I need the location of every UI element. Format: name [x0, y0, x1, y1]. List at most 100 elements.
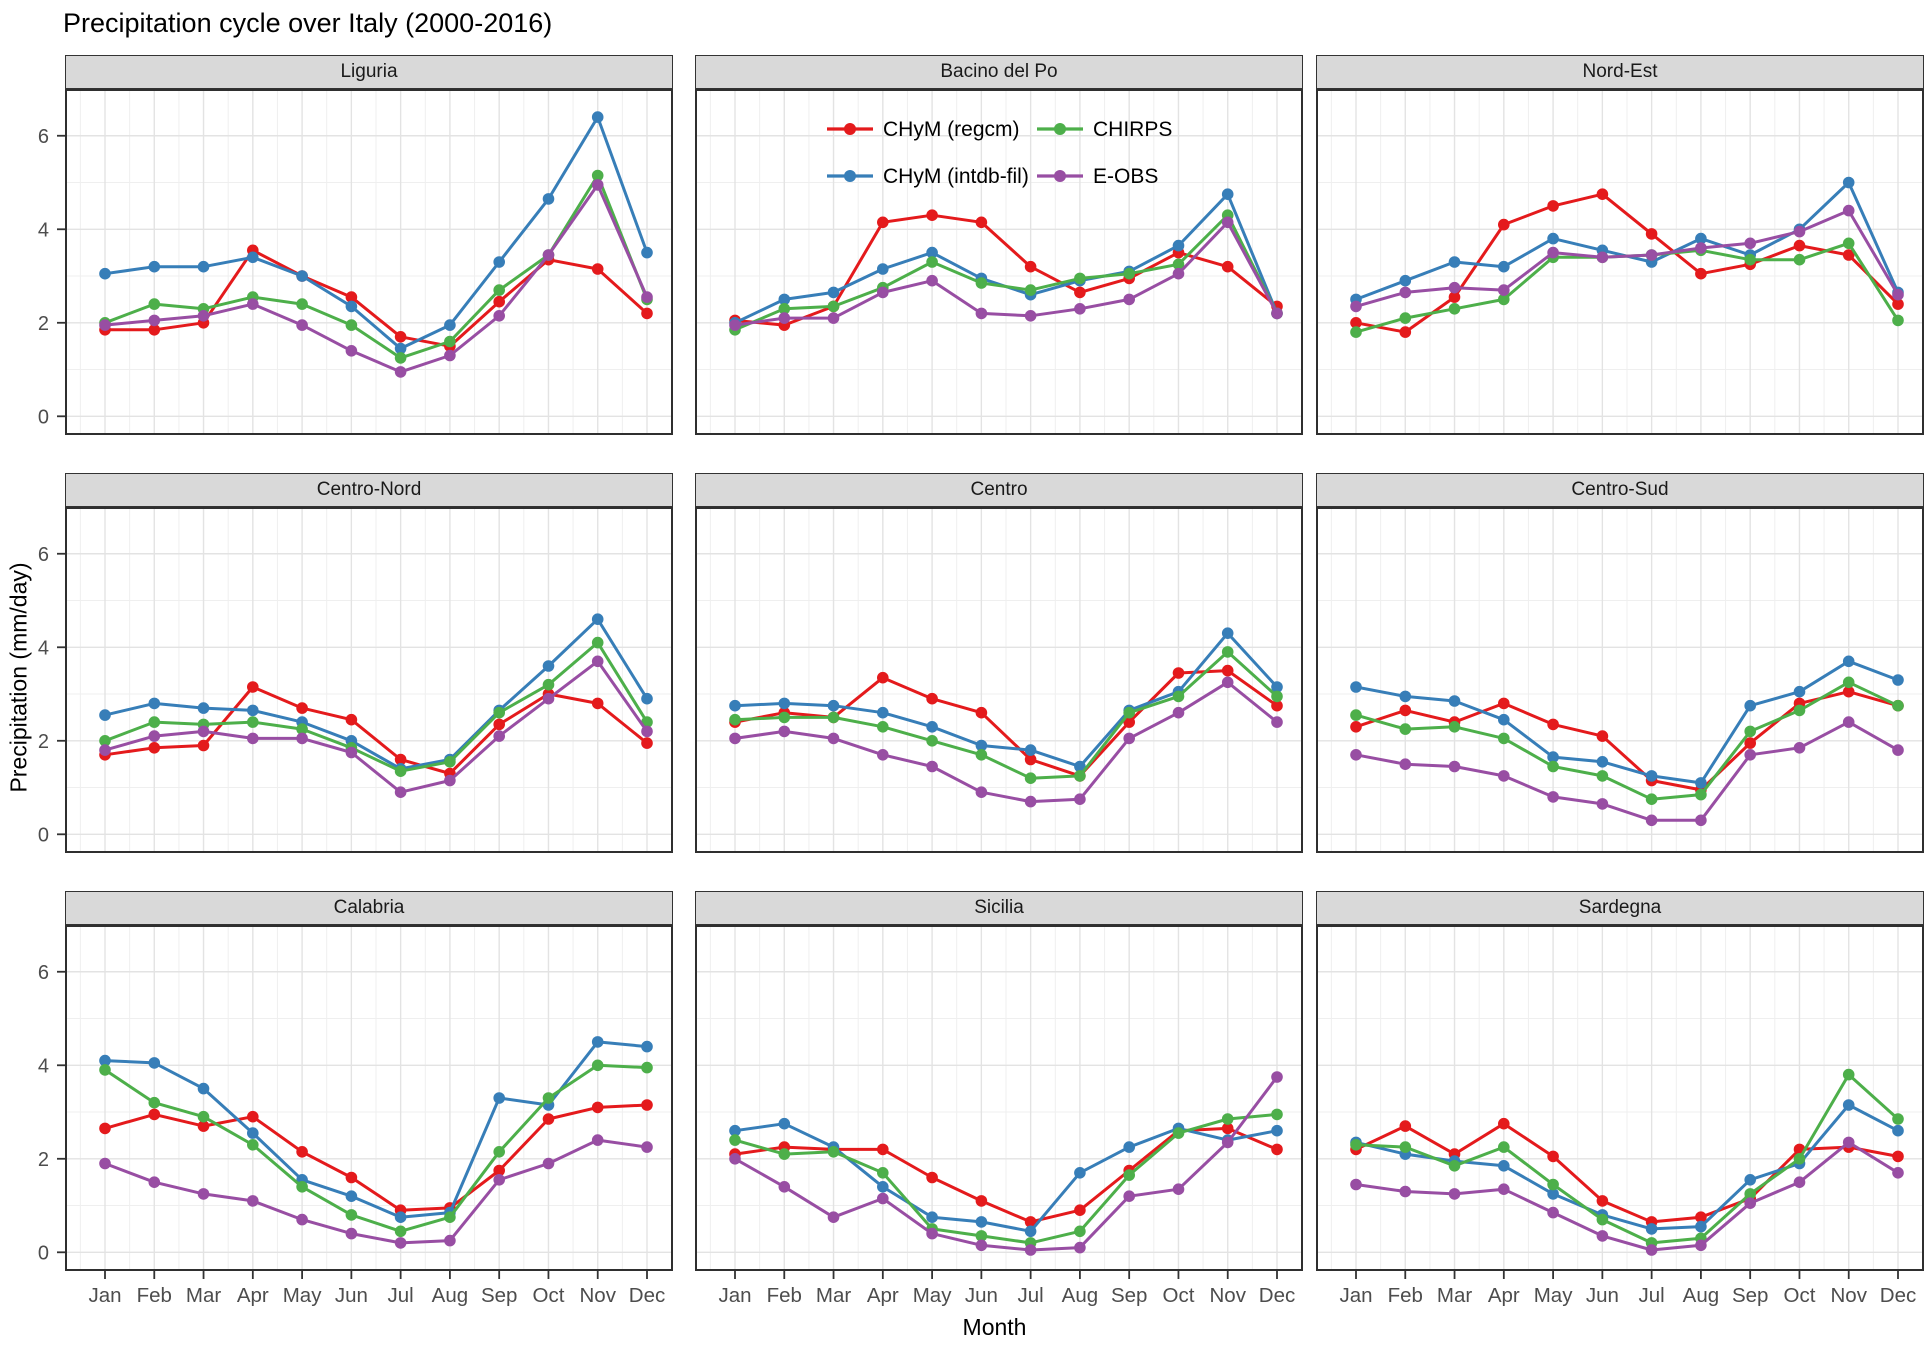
x-tick-label: May — [913, 1284, 952, 1307]
series-point — [444, 756, 456, 768]
series-point — [394, 765, 407, 777]
panel-border — [695, 507, 1303, 853]
x-tick-label: Jun — [335, 1284, 368, 1307]
series-point — [1448, 1160, 1461, 1172]
series-point — [493, 295, 506, 308]
series-point — [1498, 293, 1510, 306]
series-point — [1892, 288, 1904, 301]
series-point — [1074, 1241, 1086, 1254]
series-point — [197, 702, 210, 714]
series-point — [1596, 756, 1609, 768]
series-point — [1350, 1139, 1362, 1151]
series-point — [1074, 303, 1086, 315]
series-point — [926, 1171, 938, 1184]
series-point — [1172, 667, 1185, 679]
series-point — [778, 1181, 791, 1193]
series-point — [394, 786, 407, 798]
y-tick-label: 4 — [38, 1055, 49, 1077]
series-point — [1271, 699, 1283, 712]
series-point — [877, 263, 889, 275]
series-point — [1448, 695, 1461, 707]
series-point — [1596, 188, 1609, 200]
y-tick-label: 4 — [38, 219, 49, 241]
series-point — [345, 300, 358, 313]
series-point — [1448, 721, 1461, 733]
series-point — [99, 267, 111, 280]
series-point — [493, 1174, 506, 1186]
series-point — [591, 1134, 604, 1146]
series-point — [444, 335, 456, 348]
series-point — [1123, 1190, 1135, 1202]
facet-strip-label: Centro-Sud — [1571, 479, 1669, 500]
series-point — [148, 1108, 161, 1121]
series-point — [1695, 267, 1707, 280]
series-point — [99, 1122, 111, 1135]
series-point — [99, 1064, 111, 1076]
legend-label: E-OBS — [1093, 165, 1158, 188]
series-point — [1024, 772, 1037, 784]
legend-item: E-OBS — [1037, 165, 1158, 188]
series-point — [247, 1127, 259, 1139]
series-point — [975, 749, 988, 761]
series-point — [1123, 1169, 1135, 1181]
series-point — [591, 169, 604, 182]
series-point — [1892, 674, 1904, 686]
series-point — [975, 1230, 988, 1242]
series-point — [591, 636, 604, 649]
legend-label: CHyM (regcm) — [883, 118, 1020, 141]
series-point — [1271, 716, 1283, 728]
series-point — [1547, 232, 1559, 245]
series-point — [641, 737, 653, 749]
series-point — [1024, 795, 1037, 808]
series-point — [1695, 232, 1707, 245]
panel-plot: 0 2 4 6 Jan Feb Mar Apr May Jun Jul Aug Sep Oct Nov Dec — [38, 925, 673, 1307]
series-point — [1596, 1230, 1609, 1242]
series-point — [591, 655, 604, 668]
x-tick-label: Nov — [1209, 1284, 1246, 1307]
panel-background — [65, 925, 673, 1271]
series-point — [877, 671, 889, 684]
facet-strip-label: Bacino del Po — [940, 61, 1058, 82]
series-line — [734, 650, 1279, 780]
series-point — [197, 1082, 210, 1095]
x-tick-label: Apr — [1488, 1284, 1520, 1307]
series-point — [1498, 770, 1510, 782]
series-point — [1074, 272, 1086, 285]
panel-border — [695, 89, 1303, 435]
series-point — [394, 1225, 407, 1238]
x-tick-label: Feb — [1388, 1284, 1423, 1307]
series-point — [345, 1227, 358, 1240]
legend-item: CHyM (regcm) — [827, 118, 1020, 141]
y-axis-title: Precipitation (mm/day) — [5, 562, 32, 793]
series-point — [591, 111, 604, 123]
legend-item: CHIRPS — [1037, 118, 1172, 141]
series-point — [148, 314, 161, 327]
series-point — [877, 1192, 889, 1205]
series-point — [542, 1113, 555, 1125]
facet-strip-label: Sicilia — [974, 897, 1024, 918]
series-point — [1892, 1167, 1904, 1179]
panel-plot — [695, 507, 1303, 853]
series-point — [1350, 317, 1362, 329]
series-point — [926, 692, 938, 705]
series-point — [1645, 228, 1658, 240]
series-point — [493, 1092, 506, 1104]
series-point — [1024, 284, 1037, 296]
series-point — [1172, 690, 1185, 703]
series-point — [1074, 286, 1086, 299]
series-point — [975, 739, 988, 752]
series-point — [1221, 1122, 1234, 1135]
series-point — [345, 713, 358, 726]
series-point — [1123, 706, 1135, 719]
x-tick-label: Sep — [1732, 1284, 1768, 1307]
series-point — [148, 697, 161, 710]
series-point — [345, 345, 358, 357]
x-tick-label: Aug — [432, 1284, 468, 1307]
series-point — [1695, 814, 1707, 827]
legend: CHyM (regcm) CHyM (intdb-fil) CHIRPS E-OBS — [827, 118, 1172, 188]
series-point — [1350, 326, 1362, 338]
series-point — [444, 1234, 456, 1247]
series-point — [1744, 1174, 1756, 1186]
series-point — [1744, 749, 1756, 761]
series-point — [1744, 725, 1756, 738]
